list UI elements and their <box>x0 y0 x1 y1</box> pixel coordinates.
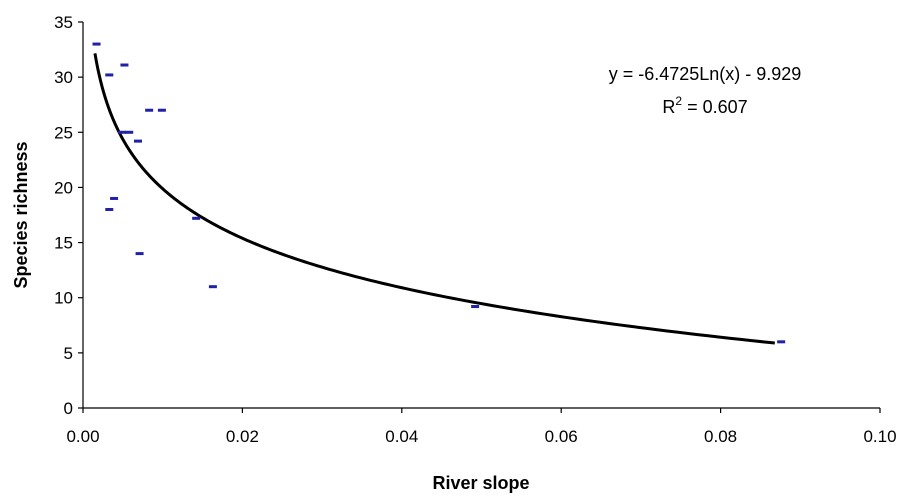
x-tick-label: 0.04 <box>385 427 418 446</box>
data-point <box>125 130 134 134</box>
x-tick-label: 0.08 <box>704 427 737 446</box>
data-point <box>157 108 166 112</box>
data-point <box>110 196 119 200</box>
x-axis-ticks: 0.00 0.02 0.04 0.06 0.08 0.10 <box>66 408 897 446</box>
data-point <box>105 207 114 211</box>
data-point <box>208 285 217 289</box>
r-squared-symbol: R <box>662 97 675 117</box>
data-point <box>118 130 127 134</box>
y-axis-title: Species richness <box>11 141 31 288</box>
y-tick-label: 20 <box>54 178 73 197</box>
r-squared-label: R2 = 0.607 <box>662 94 747 117</box>
y-tick-label: 15 <box>54 234 73 253</box>
x-tick-label: 0.02 <box>226 427 259 446</box>
data-point <box>120 63 129 67</box>
y-tick-label: 10 <box>54 289 73 308</box>
data-point <box>777 340 786 344</box>
trendline-equation: y = -6.4725Ln(x) - 9.929 <box>609 64 802 84</box>
x-tick-label: 0.06 <box>545 427 578 446</box>
r-squared-superscript: 2 <box>675 94 682 108</box>
data-points <box>92 42 786 344</box>
y-tick-label: 30 <box>54 68 73 87</box>
y-tick-label: 25 <box>54 123 73 142</box>
r-squared-value: = 0.607 <box>682 97 748 117</box>
data-point <box>133 139 142 143</box>
y-axis-ticks: 0 5 10 15 20 25 30 35 <box>54 13 83 418</box>
x-tick-label: 0.10 <box>863 427 896 446</box>
x-axis-title: River slope <box>432 473 529 493</box>
trendline <box>93 53 775 345</box>
x-tick-label: 0.00 <box>66 427 99 446</box>
data-point <box>145 108 154 112</box>
data-point <box>471 305 480 309</box>
data-point <box>192 216 201 220</box>
y-tick-label: 35 <box>54 13 73 32</box>
data-point <box>135 252 144 256</box>
y-tick-label: 5 <box>64 344 73 363</box>
y-tick-label: 0 <box>64 399 73 418</box>
data-point <box>92 42 101 46</box>
data-point <box>105 73 114 77</box>
